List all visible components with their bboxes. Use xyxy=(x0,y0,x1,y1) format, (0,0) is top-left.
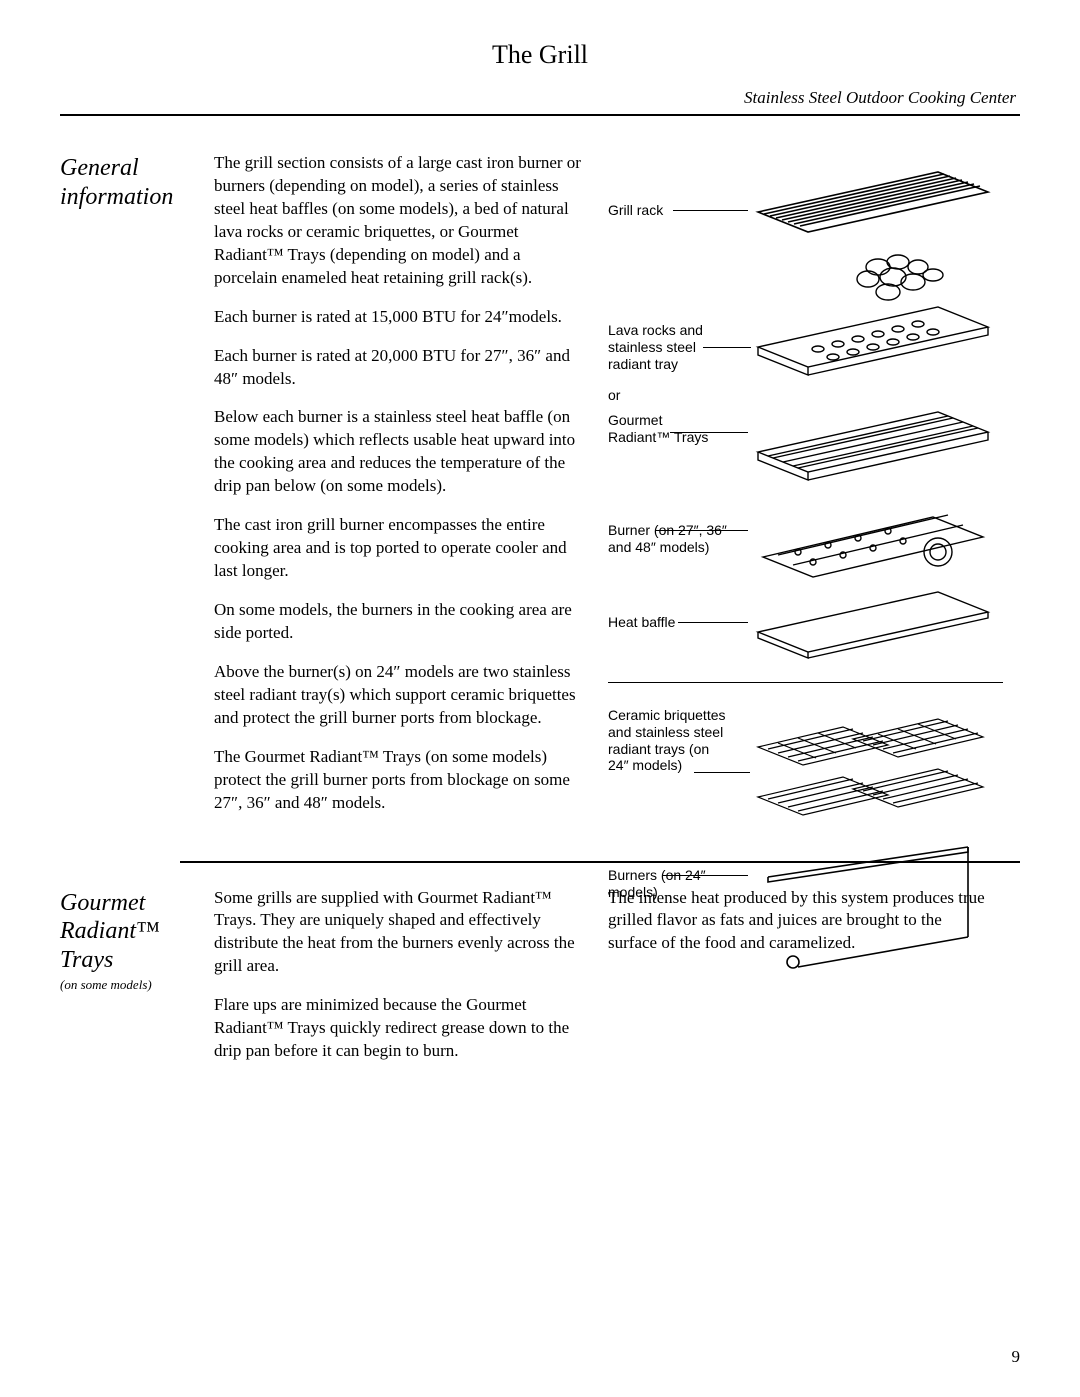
diagram-column: Grill rack Lava rocks and stainless xyxy=(608,152,1020,831)
label-ceramic: Ceramic briquettes and stainless steel r… xyxy=(608,707,728,774)
heat-baffle-icon xyxy=(738,582,998,662)
heading-sub: (on some models) xyxy=(60,977,190,993)
para: Above the burner(s) on 24″ models are tw… xyxy=(214,661,584,730)
callout-line xyxy=(656,530,748,531)
callout-line xyxy=(673,210,748,211)
para: The cast iron grill burner encompasses t… xyxy=(214,514,584,583)
body-column-left: Some grills are supplied with Gourmet Ra… xyxy=(214,887,584,1080)
callout-line xyxy=(678,622,748,623)
para: Some grills are supplied with Gourmet Ra… xyxy=(214,887,584,979)
callout-line xyxy=(694,772,750,773)
para: Each burner is rated at 15,000 BTU for 2… xyxy=(214,306,584,329)
page-number: 9 xyxy=(1012,1347,1021,1367)
label-gourmet: Gourmet Radiant™ Trays xyxy=(608,412,728,446)
para: On some models, the burners in the cooki… xyxy=(214,599,584,645)
side-heading-gourmet: Gourmet Radiant™ Trays (on some models) xyxy=(60,887,190,1080)
burner-icon xyxy=(738,492,998,592)
para: Flare ups are minimized because the Gour… xyxy=(214,994,584,1063)
page-title: The Grill xyxy=(60,40,1020,70)
para: The Gourmet Radiant™ Trays (on some mode… xyxy=(214,746,584,815)
heading-text: Gourmet Radiant™ Trays xyxy=(60,890,160,974)
ceramic-trays-icon xyxy=(738,697,998,827)
subtitle: Stainless Steel Outdoor Cooking Center xyxy=(60,88,1020,108)
lava-rocks-icon xyxy=(738,237,998,387)
para: The grill section consists of a large ca… xyxy=(214,152,584,290)
gourmet-trays-icon xyxy=(738,392,998,492)
diagram-divider xyxy=(608,682,1003,683)
label-or: or xyxy=(608,387,728,404)
grill-rack-icon xyxy=(738,152,998,242)
section-general-info: General information The grill section co… xyxy=(60,152,1020,831)
callout-line xyxy=(663,875,748,876)
callout-line xyxy=(670,432,748,433)
para: Each burner is rated at 20,000 BTU for 2… xyxy=(214,345,584,391)
para: Below each burner is a stainless steel h… xyxy=(214,406,584,498)
label-burner: Burner (on 27″, 36″ and 48″ models) xyxy=(608,522,728,556)
label-burners-24: Burners (on 24″ models) xyxy=(608,867,728,901)
side-heading-general: General information xyxy=(60,152,190,831)
body-column: The grill section consists of a large ca… xyxy=(214,152,584,831)
burners-24-icon xyxy=(738,837,998,987)
top-rule xyxy=(60,114,1020,116)
callout-line xyxy=(703,347,751,348)
